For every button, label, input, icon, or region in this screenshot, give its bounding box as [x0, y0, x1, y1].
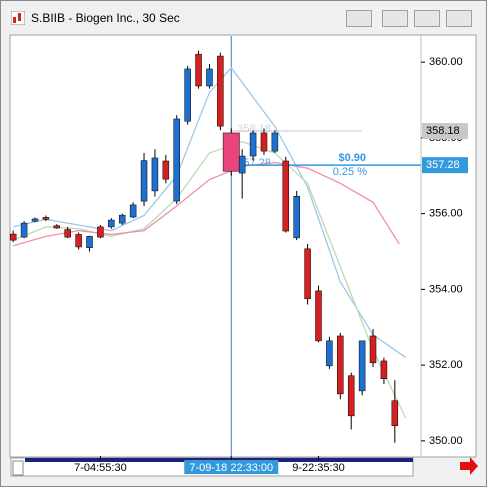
- candle-body: [162, 160, 170, 180]
- candle-body: [9, 233, 17, 241]
- link-button[interactable]: [346, 10, 372, 27]
- candle-body: [249, 132, 257, 157]
- candle-body: [282, 160, 290, 232]
- change-pct-label: 0.25 %: [333, 166, 367, 178]
- price-line-label: 357.28: [237, 157, 271, 169]
- candle-body: [217, 55, 224, 127]
- candle-body: [53, 225, 61, 229]
- change-label: $0.90: [338, 152, 366, 164]
- candle-body: [222, 132, 240, 172]
- candle-body: [369, 335, 377, 364]
- candle-body: [380, 360, 388, 379]
- candle-body: [20, 222, 28, 238]
- y-tick-label: 350.00: [429, 435, 463, 447]
- y-tick-label: 352.00: [429, 359, 463, 371]
- price-box: [422, 157, 468, 174]
- average-line: [13, 161, 400, 247]
- candle-body: [97, 226, 104, 238]
- candle-body: [108, 219, 115, 228]
- y-tick-label: 356.00: [429, 208, 463, 220]
- candle-body: [238, 155, 246, 174]
- title-bar: S.BIIB - Biogen Inc., 30 Sec: [1, 1, 486, 33]
- x-label-highlight: [184, 460, 279, 474]
- y-tick-label: 354.00: [429, 283, 463, 295]
- candle-body: [315, 290, 322, 342]
- scroll-arrow[interactable]: [460, 457, 478, 475]
- close-button[interactable]: [446, 10, 472, 27]
- scroll-handle[interactable]: [12, 460, 24, 476]
- candle-body: [271, 132, 279, 152]
- y-tick-label: 360.00: [429, 56, 463, 68]
- candle-body: [86, 236, 93, 248]
- price-box: [422, 123, 468, 140]
- candle-body: [184, 68, 191, 122]
- average-line: [13, 66, 407, 359]
- candle-body: [140, 160, 148, 202]
- candle-body: [129, 204, 137, 218]
- minimize-button[interactable]: [382, 10, 408, 27]
- chart: 350.00352.00354.00356.00358.00360.007-04…: [9, 34, 478, 477]
- price-box-label: 358.18: [426, 125, 460, 137]
- candle-body: [358, 340, 366, 392]
- candle-body: [391, 400, 399, 426]
- candle-body: [337, 335, 344, 395]
- candle-body: [326, 340, 333, 367]
- candle-body: [151, 157, 159, 192]
- candle-body: [42, 217, 50, 220]
- candle-body: [64, 229, 71, 238]
- candle-body: [260, 132, 268, 152]
- candle-body: [206, 68, 213, 87]
- price-box-label: 357.28: [426, 159, 460, 171]
- candle-body: [304, 248, 311, 300]
- price-line-label: 358.18: [237, 123, 271, 135]
- x-tick-label: 7-09-18 22:33:00: [189, 462, 273, 474]
- candle-body: [347, 375, 355, 417]
- average-line: [12, 140, 407, 419]
- x-tick-label: 9-22:35:30: [292, 462, 345, 474]
- app-icon: [11, 11, 25, 25]
- candle-body: [118, 214, 126, 224]
- candle-body: [293, 195, 300, 239]
- maximize-button[interactable]: [414, 10, 440, 27]
- candle-body: [173, 118, 180, 202]
- candle-body: [195, 53, 202, 87]
- x-tick-label: 7-04:55:30: [74, 462, 127, 474]
- window-title: S.BIIB - Biogen Inc., 30 Sec: [31, 11, 180, 25]
- candle-body: [31, 218, 39, 222]
- candle-body: [75, 234, 82, 248]
